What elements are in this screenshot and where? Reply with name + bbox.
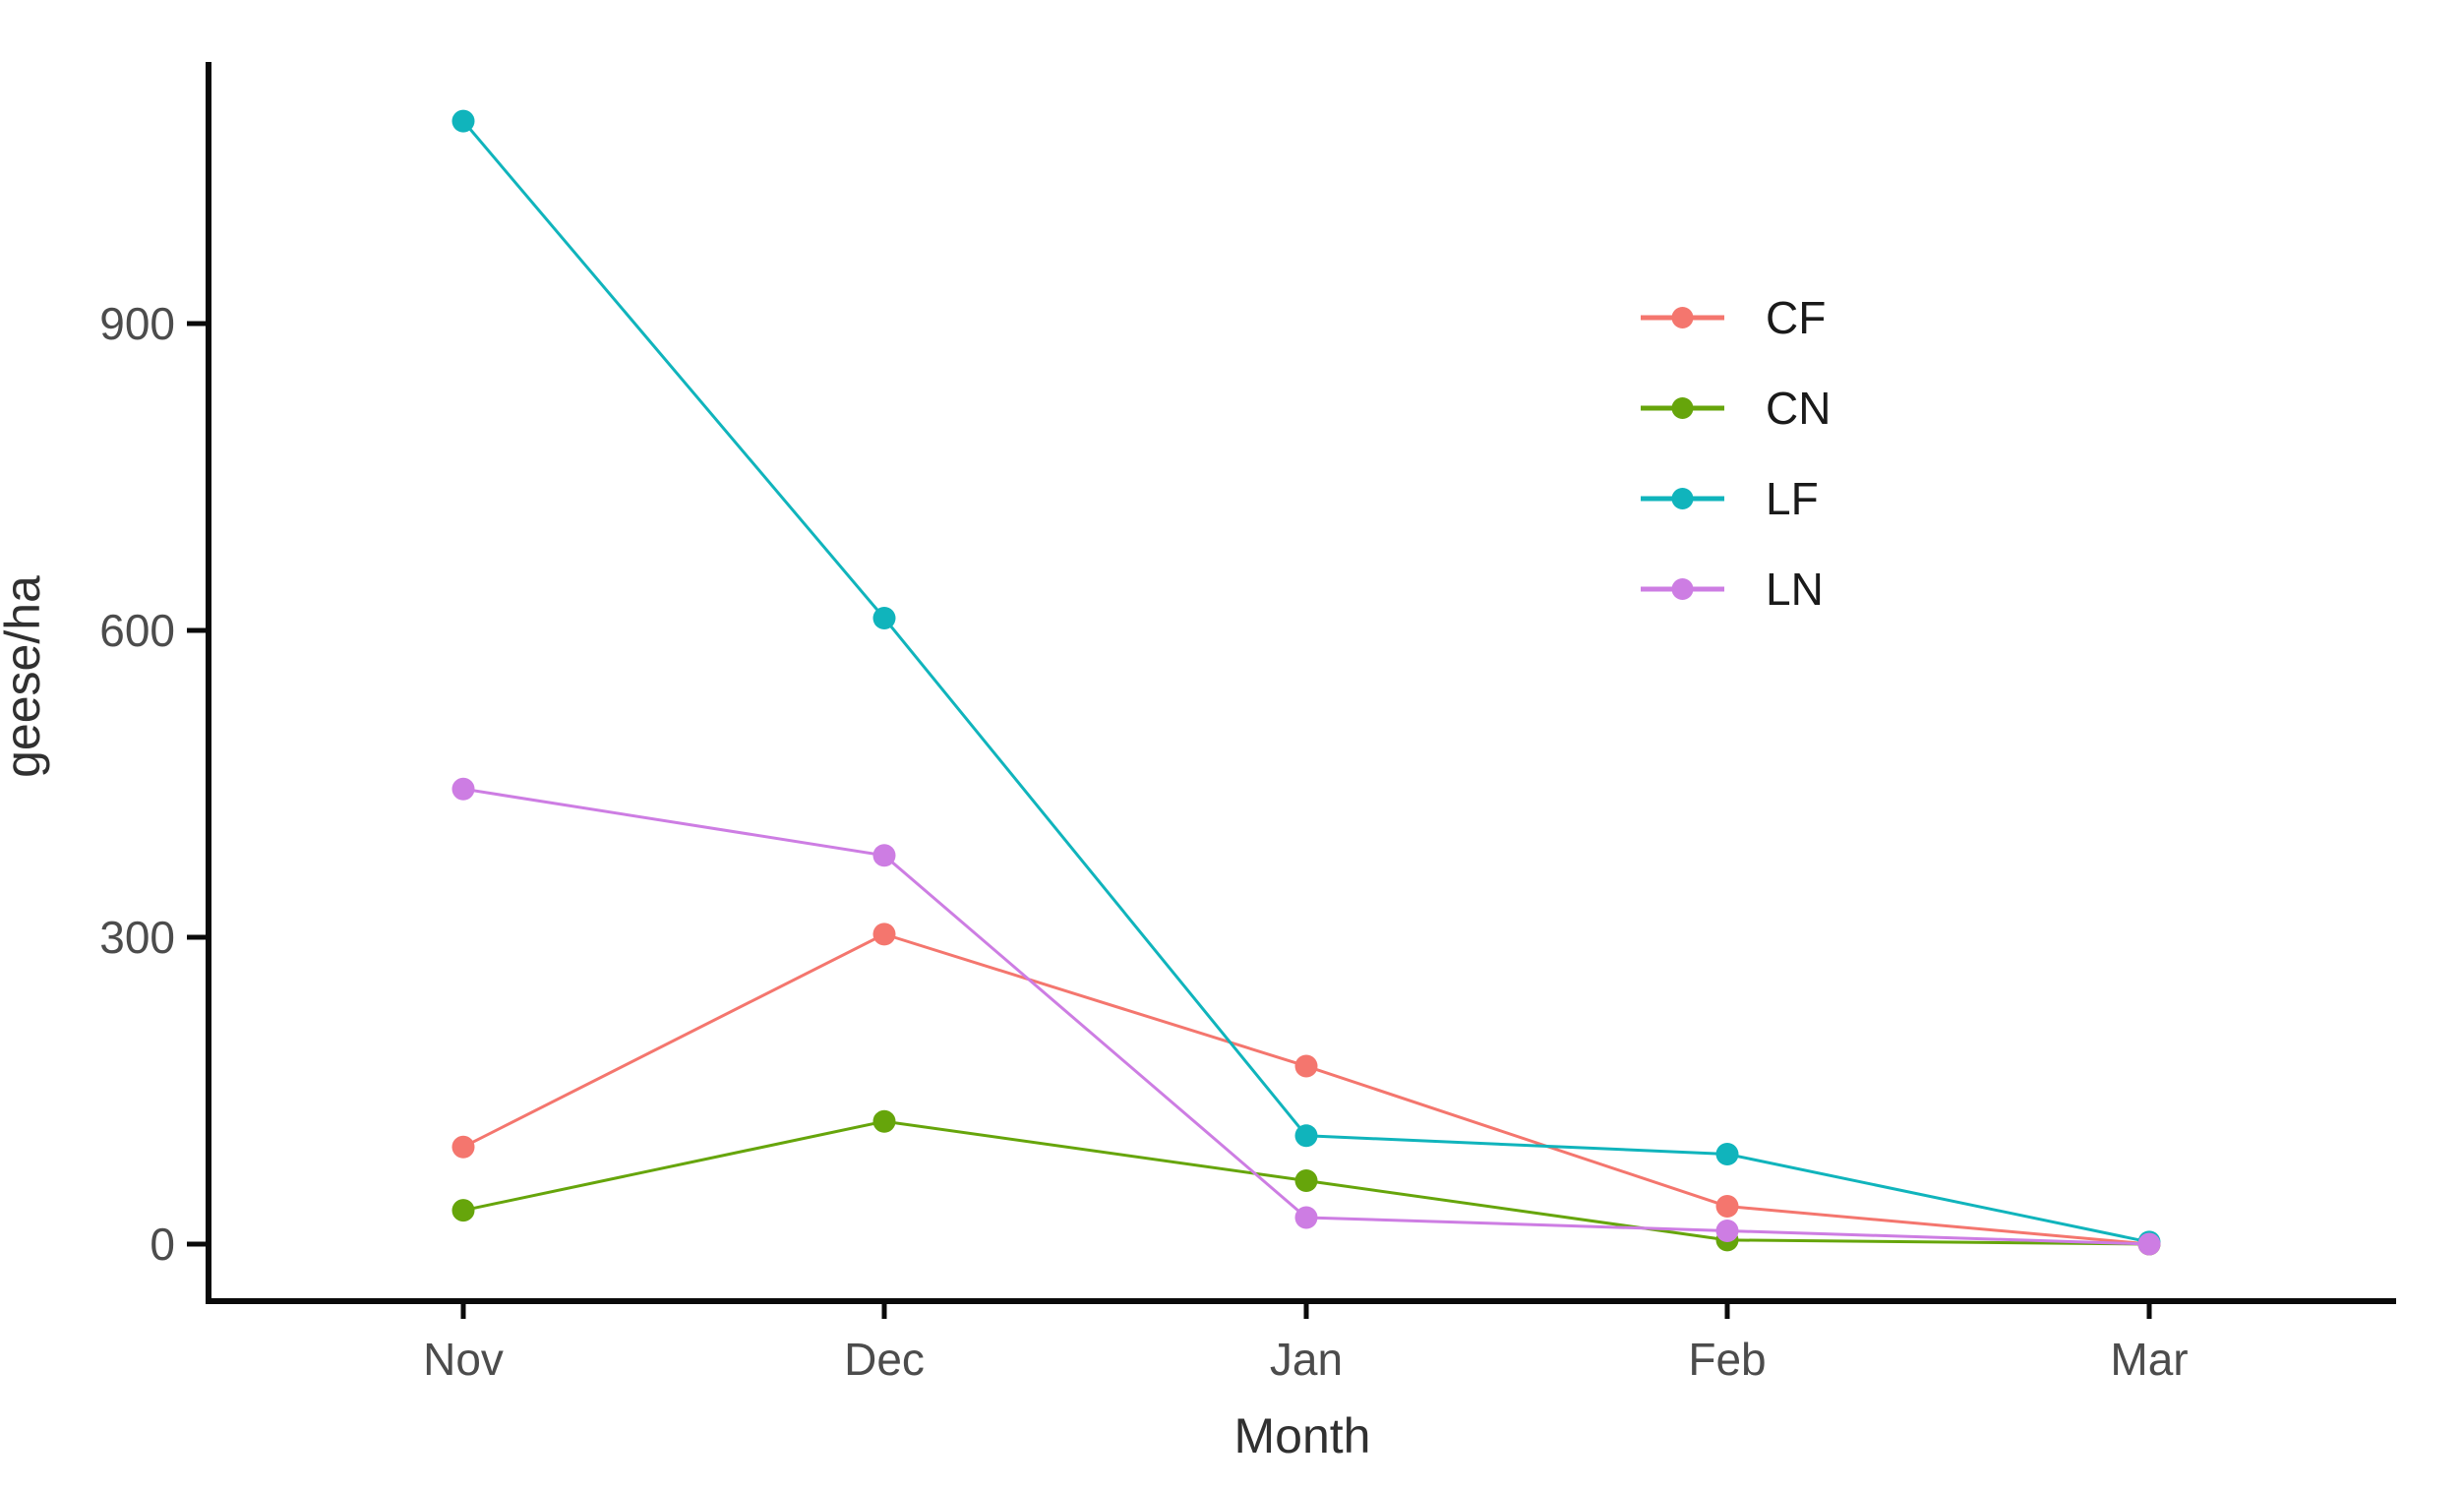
x-tick-label: Nov (423, 1334, 504, 1385)
data-point-LN-Jan (1294, 1206, 1318, 1229)
data-point-LF-Nov (451, 109, 475, 133)
data-point-LN-Nov (451, 777, 475, 801)
legend-label-CF: CF (1766, 292, 1826, 343)
data-point-CN-Jan (1294, 1169, 1318, 1193)
x-tick-label: Mar (2110, 1334, 2188, 1385)
y-axis-ticks: 0 300 600 900 (99, 298, 209, 1270)
legend-label-LN: LN (1766, 564, 1824, 615)
data-point-LN-Dec (872, 844, 896, 867)
series-line-CF (461, 932, 2151, 1246)
data-point-LN-Feb (1715, 1219, 1739, 1242)
data-point-CF-Nov (451, 1135, 475, 1159)
data-point-CN-Nov (451, 1199, 475, 1222)
data-point-LF-Feb (1715, 1142, 1739, 1165)
legend-item-CN: CN (1641, 383, 1831, 434)
legend-key-marker-LF (1671, 488, 1694, 509)
x-tick-label: Dec (844, 1334, 925, 1385)
legend-label-LF: LF (1766, 473, 1819, 524)
data-point-CF-Feb (1715, 1195, 1739, 1219)
y-tick-label: 900 (99, 298, 175, 349)
legend-item-LF: LF (1641, 473, 1819, 524)
legend-key-marker-LN (1671, 578, 1694, 600)
legend-key-marker-CF (1671, 307, 1694, 328)
series-LF (451, 109, 2161, 1254)
x-tick-label: Feb (1688, 1334, 1766, 1385)
legend-item-LN: LN (1641, 564, 1824, 615)
legend: CF CN LF LN (1641, 292, 1831, 615)
data-point-LN-Mar (2137, 1232, 2161, 1256)
legend-label-CN: CN (1766, 383, 1831, 434)
x-axis-title: Month (1234, 1408, 1371, 1463)
y-tick-label: 300 (99, 912, 175, 963)
legend-item-CF: CF (1641, 292, 1826, 343)
y-tick-label: 0 (150, 1219, 175, 1270)
y-axis-title: geese/ha (0, 575, 50, 778)
x-axis-ticks: Nov Dec Jan Feb Mar (423, 1304, 2189, 1385)
y-tick-label: 600 (99, 605, 175, 656)
data-point-CF-Dec (872, 923, 896, 946)
data-point-CF-Jan (1294, 1054, 1318, 1078)
data-point-CN-Dec (872, 1109, 896, 1133)
data-point-LF-Dec (872, 607, 896, 630)
data-point-LF-Jan (1294, 1124, 1318, 1148)
axes (206, 62, 2396, 1304)
legend-key-marker-CN (1671, 397, 1694, 419)
series-LN (451, 777, 2161, 1256)
x-tick-label: Jan (1270, 1334, 1343, 1385)
series-CF (451, 923, 2161, 1256)
